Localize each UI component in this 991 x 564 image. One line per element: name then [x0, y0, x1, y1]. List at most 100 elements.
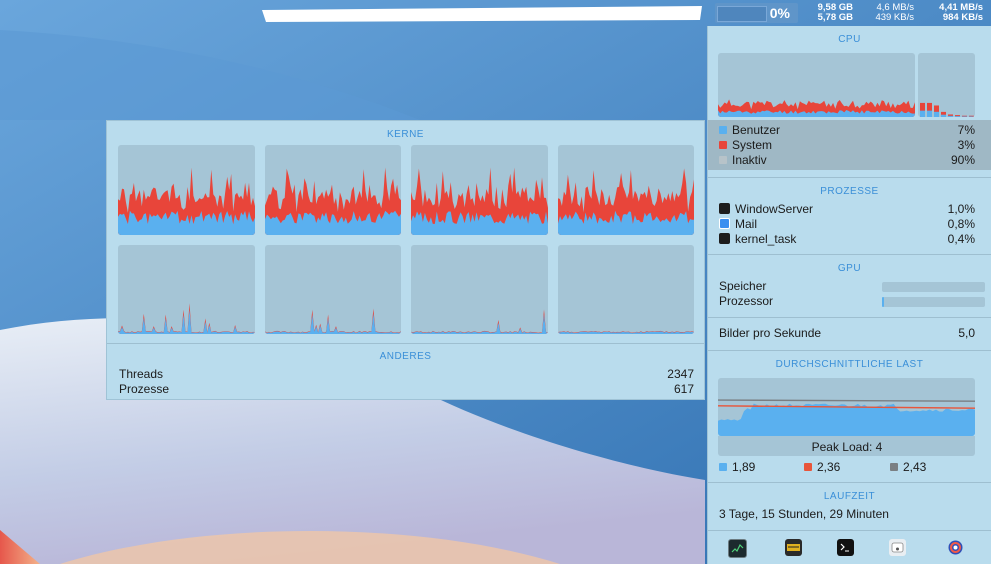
separator: [708, 254, 991, 255]
user-area: [411, 314, 548, 334]
core-bar-user: [934, 111, 939, 117]
fps-label: Bilder pro Sekunde: [719, 326, 822, 340]
cpu-idle-row: Inaktiv 90%: [719, 153, 975, 168]
core-1-graph: [118, 145, 255, 235]
menubar-cpu-graph: [717, 6, 767, 22]
uptime-value: 3 Tage, 15 Stunden, 29 Minuten: [719, 507, 889, 521]
separator: [708, 317, 991, 318]
idle-swatch: [719, 156, 727, 164]
threads-row: Threads 2347: [119, 367, 694, 382]
separator: [107, 343, 704, 344]
disk-utility-icon[interactable]: [889, 539, 906, 556]
core-bar-user: [962, 116, 967, 117]
gpu-title: GPU: [837, 263, 862, 274]
gpu-memory-bar: [882, 282, 985, 292]
core-bar-user: [941, 114, 946, 117]
load-15min-line: [718, 399, 975, 402]
menubar-disk[interactable]: 4,6 MB/s 439 KB/s: [869, 3, 914, 23]
uptime-row: 3 Tage, 15 Stunden, 29 Minuten: [719, 507, 975, 522]
process-name: WindowServer: [735, 202, 814, 216]
terminal-icon: [719, 203, 730, 214]
terminal-icon: [719, 233, 730, 244]
user-area: [411, 211, 548, 235]
process-name: kernel_task: [735, 232, 797, 246]
core-bar-user: [955, 116, 960, 117]
core-bar: [969, 115, 974, 117]
menubar-cpu-percent: 0%: [769, 5, 790, 21]
core-bar: [934, 105, 939, 117]
separator: [708, 482, 991, 483]
fps-row: Bilder pro Sekunde 5,0: [719, 326, 975, 341]
menubar-stats[interactable]: 0% 9,58 GB 5,78 GB 4,6 MB/s 439 KB/s 4,4…: [707, 0, 991, 26]
other-title: ANDERES: [379, 351, 432, 362]
terminal-icon[interactable]: [837, 539, 854, 556]
console-icon[interactable]: [785, 539, 802, 556]
stats-dropdown-panel: CPU Benutzer 7% System 3% Inaktiv 90% PR…: [707, 26, 991, 564]
load-average-graph[interactable]: [718, 378, 975, 436]
user-area: [265, 313, 401, 334]
core-bar: [920, 102, 925, 117]
gpu-processor-bar: [882, 297, 985, 307]
separator: [708, 177, 991, 178]
user-area: [265, 210, 401, 235]
process-row[interactable]: Mail 0,8%: [719, 217, 975, 232]
core-bar-user: [948, 115, 953, 117]
cpu-history-graph[interactable]: [718, 53, 915, 117]
load-1min: 1,89: [719, 460, 755, 474]
menubar-network-up: 984 KB/s: [942, 12, 983, 23]
core-5-graph: [118, 245, 255, 334]
separator: [708, 350, 991, 351]
uptime-title: LAUFZEIT: [823, 491, 876, 502]
process-row[interactable]: WindowServer 1,0%: [719, 202, 975, 217]
load-5min-swatch: [804, 463, 812, 471]
menu-bar: 0% 9,58 GB 5,78 GB 4,6 MB/s 439 KB/s 4,4…: [0, 0, 991, 26]
core-7-graph: [411, 245, 548, 334]
cpu-system-label: System: [732, 138, 773, 152]
cpu-title: CPU: [838, 34, 861, 45]
istat-icon[interactable]: [947, 539, 964, 556]
gpu-processor-row: Prozessor: [719, 294, 985, 309]
core-3-graph: [411, 145, 548, 235]
user-area: [118, 210, 255, 235]
processes-title: PROZESSE: [820, 186, 879, 197]
load-15min-value: 2,43: [903, 460, 927, 474]
cpu-cores-graph[interactable]: [918, 53, 975, 117]
cpu-user-value: 7%: [957, 123, 975, 137]
separator: [708, 530, 991, 531]
gpu-memory-row: Speicher: [719, 279, 985, 294]
core-bar: [962, 115, 967, 117]
core-bar-user: [927, 110, 932, 117]
cpu-user-row: Benutzer 7%: [719, 123, 975, 138]
process-cpu: 1,0%: [947, 202, 975, 216]
core-bar: [948, 114, 953, 117]
user-area: [558, 331, 694, 334]
activity-monitor-icon[interactable]: [728, 539, 747, 558]
load-1min-value: 1,89: [732, 460, 756, 474]
load-1min-area: [718, 403, 975, 436]
cpu-system-value: 3%: [957, 138, 975, 152]
core-bar: [955, 115, 960, 117]
menubar-memory-free: 5,78 GB: [817, 12, 853, 23]
cpu-legend-highlight: [708, 120, 991, 170]
peak-load-bar: [718, 436, 975, 456]
menubar-cpu-indicator[interactable]: 0%: [715, 3, 798, 23]
cpu-idle-label: Inaktiv: [732, 153, 767, 167]
cpu-system-row: System 3%: [719, 138, 975, 153]
fps-value: 5,0: [958, 326, 975, 340]
menubar-network-down: 4,41 MB/s: [939, 2, 983, 13]
process-cpu: 0,8%: [947, 217, 975, 231]
load-legend: 1,89 2,36 2,43: [719, 460, 975, 475]
redacted-menubar-area: [262, 6, 702, 22]
menubar-memory[interactable]: 9,58 GB 5,78 GB: [811, 3, 853, 23]
threads-label: Threads: [119, 367, 164, 381]
gpu-processor-label: Prozessor: [719, 294, 774, 308]
process-row[interactable]: kernel_task 0,4%: [719, 232, 975, 247]
menubar-disk-write: 439 KB/s: [875, 12, 914, 23]
menubar-memory-used: 9,58 GB: [817, 2, 853, 13]
app-toolbar: [708, 531, 991, 564]
load-5min-line: [718, 405, 975, 409]
menubar-network[interactable]: 4,41 MB/s 984 KB/s: [929, 3, 983, 23]
processes-row: Prozesse 617: [119, 382, 694, 397]
core-bar: [927, 102, 932, 117]
threads-value: 2347: [667, 367, 694, 381]
